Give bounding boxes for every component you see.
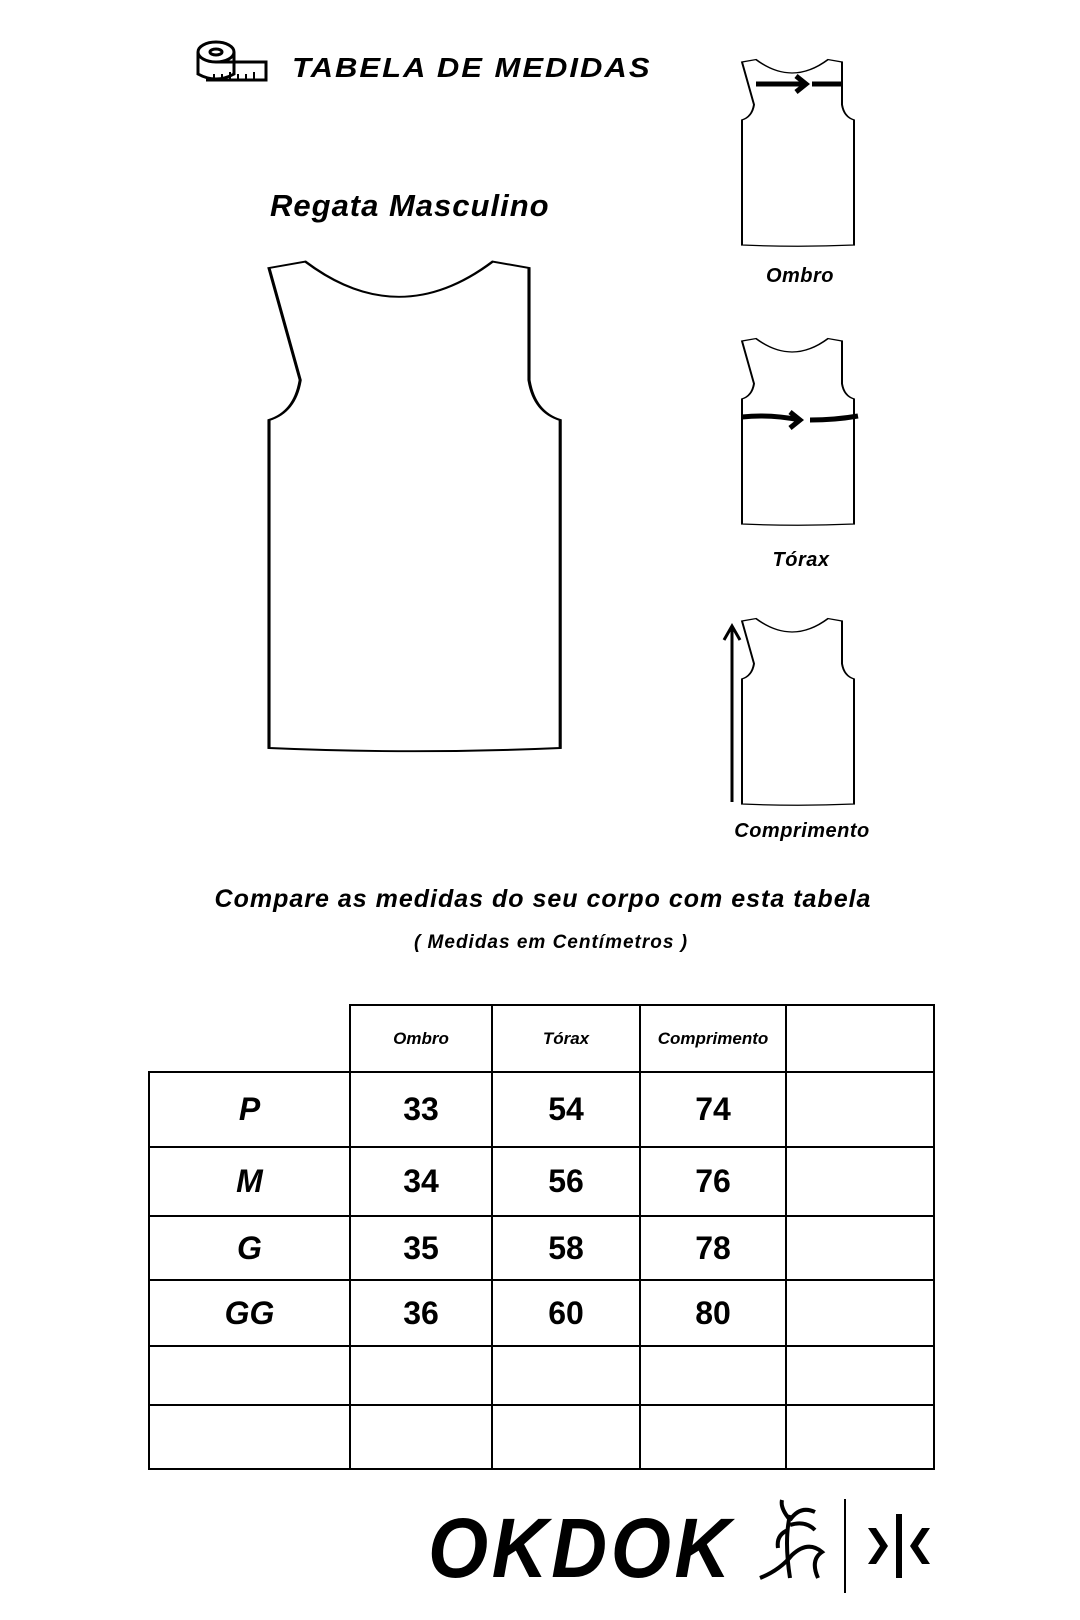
value-cell bbox=[639, 1345, 787, 1406]
value-cell: 60 bbox=[491, 1279, 641, 1347]
value-cell bbox=[785, 1279, 935, 1347]
tank-top-main-illustration bbox=[267, 260, 562, 753]
value-cell: 54 bbox=[491, 1071, 641, 1148]
table-row: G 35 58 78 bbox=[148, 1215, 935, 1281]
palm-wave-icon bbox=[759, 1499, 826, 1580]
size-cell: G bbox=[148, 1215, 351, 1281]
col-header: Ombro bbox=[349, 1004, 493, 1073]
value-cell bbox=[785, 1404, 935, 1470]
ombro-arrow-icon bbox=[756, 74, 842, 94]
comprimento-arrow-icon bbox=[722, 622, 742, 802]
value-cell bbox=[785, 1215, 935, 1281]
value-cell: 34 bbox=[349, 1146, 493, 1217]
value-cell: 80 bbox=[639, 1279, 787, 1347]
tank-top-comprimento-illustration bbox=[741, 617, 855, 807]
value-cell: 33 bbox=[349, 1071, 493, 1148]
product-name: Regata Masculino bbox=[270, 188, 550, 223]
k-logo-icon bbox=[868, 1514, 930, 1578]
table-row-empty bbox=[148, 1345, 935, 1406]
size-table: Ombro Tórax Comprimento P 33 54 74 M 34 … bbox=[148, 1004, 935, 1470]
value-cell bbox=[148, 1404, 351, 1470]
value-cell bbox=[785, 1345, 935, 1406]
table-row-empty bbox=[148, 1404, 935, 1470]
size-cell: GG bbox=[148, 1279, 351, 1347]
units-note: ( Medidas em Centímetros ) bbox=[413, 932, 689, 953]
label-torax: Tórax bbox=[772, 549, 830, 571]
size-cell: M bbox=[148, 1146, 351, 1217]
page-title: TABELA DE MEDIDAS bbox=[292, 51, 652, 84]
value-cell: 56 bbox=[491, 1146, 641, 1217]
label-ombro: Ombro bbox=[765, 265, 835, 287]
compare-instruction: Compare as medidas do seu corpo com esta… bbox=[214, 885, 872, 913]
value-cell bbox=[785, 1146, 935, 1217]
value-cell bbox=[639, 1404, 787, 1470]
value-cell: 74 bbox=[639, 1071, 787, 1148]
measuring-tape-icon bbox=[196, 40, 268, 82]
table-row: P 33 54 74 bbox=[148, 1071, 935, 1148]
col-header bbox=[785, 1004, 935, 1073]
value-cell: 78 bbox=[639, 1215, 787, 1281]
table-row: GG 36 60 80 bbox=[148, 1279, 935, 1347]
value-cell: 36 bbox=[349, 1279, 493, 1347]
table-header-row: Ombro Tórax Comprimento bbox=[149, 1004, 935, 1073]
value-cell: 76 bbox=[639, 1146, 787, 1217]
value-cell bbox=[349, 1345, 493, 1406]
tank-top-torax-illustration bbox=[741, 337, 855, 527]
value-cell bbox=[148, 1345, 351, 1406]
col-header: Comprimento bbox=[639, 1004, 787, 1073]
size-cell: P bbox=[148, 1071, 351, 1148]
value-cell bbox=[785, 1071, 935, 1148]
col-header: Tórax bbox=[491, 1004, 641, 1073]
table-row: M 34 56 76 bbox=[148, 1146, 935, 1217]
value-cell bbox=[349, 1404, 493, 1470]
value-cell: 58 bbox=[491, 1215, 641, 1281]
header-blank bbox=[149, 1005, 351, 1073]
value-cell bbox=[491, 1345, 641, 1406]
value-cell bbox=[491, 1404, 641, 1470]
value-cell: 35 bbox=[349, 1215, 493, 1281]
torax-arrow-icon bbox=[741, 410, 859, 430]
brand-logo: OKDOK bbox=[428, 1501, 735, 1595]
label-comprimento: Comprimento bbox=[734, 820, 870, 842]
